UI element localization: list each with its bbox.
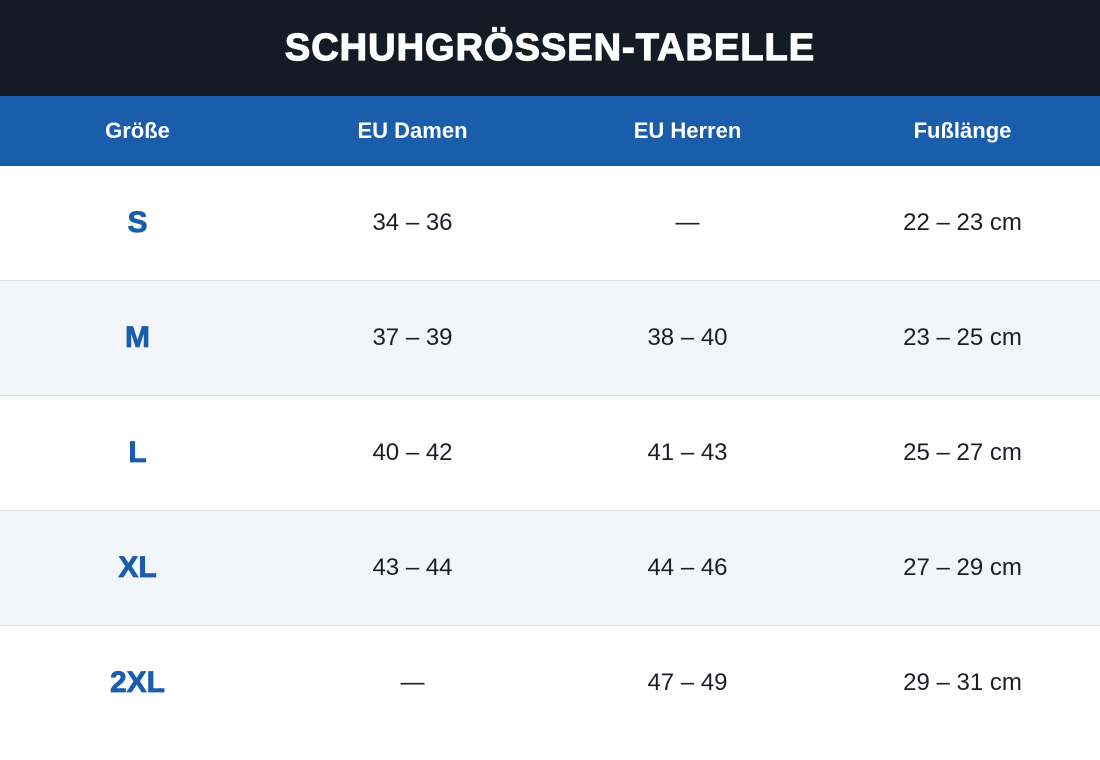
table-row: XL 43 – 44 44 – 46 27 – 29 cm	[0, 511, 1100, 626]
table-row: S 34 – 36 — 22 – 23 cm	[0, 166, 1100, 281]
fusslaenge-cell: 23 – 25 cm	[903, 324, 1022, 351]
table-row: L 40 – 42 41 – 43 25 – 27 cm	[0, 396, 1100, 511]
eu-damen-cell: 37 – 39	[372, 324, 453, 351]
eu-damen-cell: 43 – 44	[372, 554, 453, 581]
header-eu-herren: EU Herren	[633, 118, 742, 143]
size-cell: XL	[118, 551, 157, 585]
header-eu-damen: EU Damen	[357, 118, 468, 143]
table-row: 2XL — 47 – 49 29 – 31 cm	[0, 626, 1100, 740]
size-cell: S	[127, 206, 148, 240]
size-table: Größe EU Damen EU Herren Fußlänge S 34 –…	[0, 96, 1100, 740]
eu-damen-cell: 40 – 42	[372, 439, 453, 466]
page-title: SCHUHGRÖSSEN-TABELLE	[284, 26, 816, 69]
table-header-row: Größe EU Damen EU Herren Fußlänge	[0, 96, 1100, 166]
size-cell: 2XL	[109, 666, 166, 700]
title-bar: SCHUHGRÖSSEN-TABELLE	[0, 0, 1100, 96]
fusslaenge-cell: 25 – 27 cm	[903, 439, 1022, 466]
eu-herren-cell: 41 – 43	[647, 439, 728, 466]
eu-herren-cell: —	[675, 209, 700, 236]
eu-damen-cell: —	[400, 669, 425, 696]
eu-damen-cell: 34 – 36	[372, 209, 453, 236]
eu-herren-cell: 38 – 40	[647, 324, 728, 351]
table-row: M 37 – 39 38 – 40 23 – 25 cm	[0, 281, 1100, 396]
size-cell: L	[128, 436, 147, 470]
header-size: Größe	[105, 118, 170, 143]
fusslaenge-cell: 29 – 31 cm	[903, 669, 1022, 696]
fusslaenge-cell: 22 – 23 cm	[903, 209, 1022, 236]
eu-herren-cell: 47 – 49	[647, 669, 728, 696]
fusslaenge-cell: 27 – 29 cm	[903, 554, 1022, 581]
eu-herren-cell: 44 – 46	[647, 554, 728, 581]
header-fusslaenge: Fußlänge	[913, 118, 1012, 143]
size-cell: M	[125, 321, 151, 355]
